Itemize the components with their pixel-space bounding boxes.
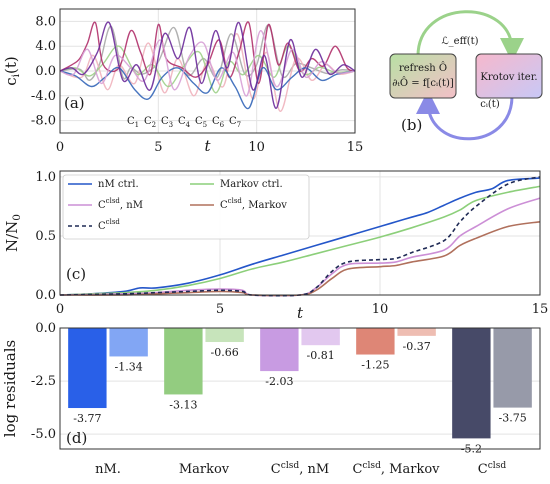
- a-xtick-0: 0: [56, 140, 64, 155]
- d-bar-4-1: [356, 328, 395, 355]
- c-ylabel: N/N0: [3, 214, 23, 252]
- a-series-group: [60, 21, 355, 113]
- d-bar-3-1: [260, 328, 299, 372]
- c-xtick-3: 15: [532, 302, 549, 317]
- d-bar-label-3-2: -0.81: [307, 349, 335, 362]
- a-legend-entry-6: C6: [212, 116, 225, 129]
- d-panel-label: (d): [66, 429, 87, 447]
- a-legend-entry-4: C4: [178, 116, 191, 129]
- a-legend-entry-1: C1: [127, 116, 139, 129]
- a-axes-frame: [59, 8, 356, 134]
- panel-d-chart: -3.77 -1.34 nM. -3.13 -0.66 Markov -2.03 -0.81 C…: [1, 321, 541, 477]
- a-ytick-1: -4.0: [31, 89, 56, 104]
- d-ylabel: log residuals: [1, 340, 19, 437]
- c-xtick-1: 5: [216, 302, 224, 317]
- a-ytick-0: -8.0: [31, 114, 56, 129]
- d-bar-label-2-2: -0.66: [211, 346, 239, 359]
- c-series-line-2: [59, 185, 541, 296]
- c-legend-label-2: Markov ctrl.: [220, 179, 283, 190]
- d-axes-frame: [59, 327, 541, 450]
- b-bottom-arrow-label: cᵢ(t): [480, 99, 500, 110]
- a-ytick-3: 4.0: [35, 39, 56, 54]
- c-legend-label-4: Cclsd, Markov: [220, 197, 287, 211]
- c-ytick-2: 1.0: [35, 170, 56, 185]
- d-bar-3-2: [301, 328, 340, 346]
- b-top-arrow: [416, 10, 524, 62]
- panel-c-chart: 0.0 0.5 1.0 0 5 10 15 t N/N0 (c) nM ctrl. Markov ct…: [3, 170, 548, 322]
- c-panel-label: (c): [66, 265, 86, 283]
- d-bar-1-1: [68, 328, 107, 409]
- d-ytick-0: 0.0: [35, 321, 56, 336]
- d-bar-2-2: [205, 328, 244, 343]
- d-bar-5-2: [493, 328, 532, 408]
- d-bar-label-1-2: -1.34: [115, 360, 143, 373]
- a-xtick-1: 5: [154, 140, 162, 155]
- a-legend-entry-5: C5: [195, 116, 207, 129]
- c-legend-label-5: Cclsd: [98, 218, 120, 232]
- d-bar-label-4-1: -1.25: [361, 359, 389, 372]
- a-xtick-3: 15: [347, 140, 364, 155]
- c-xtick-0: 0: [56, 302, 64, 317]
- a-series-line-7: [60, 21, 355, 109]
- d-bar-1-2: [109, 328, 148, 357]
- c-legend-box: [62, 174, 310, 240]
- d-bar-label-1-1: -3.77: [73, 412, 101, 425]
- c-series-line-3: [59, 197, 541, 297]
- b-left-box: [389, 53, 457, 99]
- c-legend-label-3: Cclsd, nM: [98, 197, 143, 211]
- d-bar-label-5-2: -3.75: [499, 412, 527, 425]
- a-legend-entry-2: C2: [144, 116, 156, 129]
- c-ytick-0: 0.0: [35, 288, 56, 303]
- d-group-label-2: Markov: [179, 462, 230, 477]
- b-right-box: [475, 53, 543, 99]
- b-right-box-label: Krotov iter.: [480, 72, 537, 83]
- d-ytick-1: -2.5: [31, 374, 56, 389]
- b-left-box-line2: ∂ₜÔ = f[cᵢ(t)]: [392, 77, 454, 89]
- c-ytick-1: 0.5: [35, 229, 56, 244]
- c-legend-label-1: nM ctrl.: [98, 179, 139, 190]
- d-bar-label-2-1: -3.13: [169, 398, 197, 411]
- panel-a-chart: -8.0 -4.0 0.0 4.0 8.0 0 5 10 15 t ci(t) (a) C1 C2 C3 C4…: [2, 8, 364, 155]
- d-ytick-2: -5.0: [31, 427, 56, 442]
- d-bar-2-1: [164, 328, 203, 395]
- a-ytick-2: 0.0: [35, 64, 56, 79]
- d-bar-4-2: [397, 328, 436, 336]
- panel-b-diagram: refresh Ô ∂ₜÔ = f[cᵢ(t)] Krotov iter. ℒ_eff…: [389, 10, 543, 141]
- a-ytick-4: 8.0: [35, 14, 56, 29]
- a-panel-label: (a): [64, 94, 85, 112]
- d-group-label-5: Cclsd: [478, 461, 507, 477]
- c-series-line-1: [59, 177, 541, 296]
- b-panel-label: (b): [401, 116, 422, 134]
- d-group-label-1: nM.: [95, 462, 121, 477]
- a-xtick-2: 10: [248, 140, 265, 155]
- d-group-label-4: Cclsd, Markov: [352, 461, 440, 477]
- c-series-line-4: [59, 220, 541, 297]
- a-legend-entry-7: C7: [229, 116, 241, 129]
- d-bar-label-4-2: -0.37: [403, 340, 431, 353]
- b-left-box-line1: refresh Ô: [399, 62, 447, 74]
- d-bar-label-3-1: -2.03: [265, 375, 293, 388]
- c-xtick-2: 10: [372, 302, 389, 317]
- b-top-arrow-label: ℒ_eff(t): [441, 36, 478, 47]
- a-legend-entry-3: C3: [161, 116, 173, 129]
- a-ylabel: ci(t): [2, 56, 22, 86]
- b-bottom-arrow: [416, 90, 514, 141]
- d-group-label-3: Cclsd, nM: [271, 461, 329, 477]
- a-series-line-6: [60, 29, 355, 97]
- c-series-line-5: [59, 176, 541, 297]
- a-xlabel: t: [204, 137, 211, 155]
- c-xlabel: t: [297, 304, 304, 322]
- d-bar-5-1: [452, 328, 491, 439]
- c-axes-frame: [59, 170, 541, 296]
